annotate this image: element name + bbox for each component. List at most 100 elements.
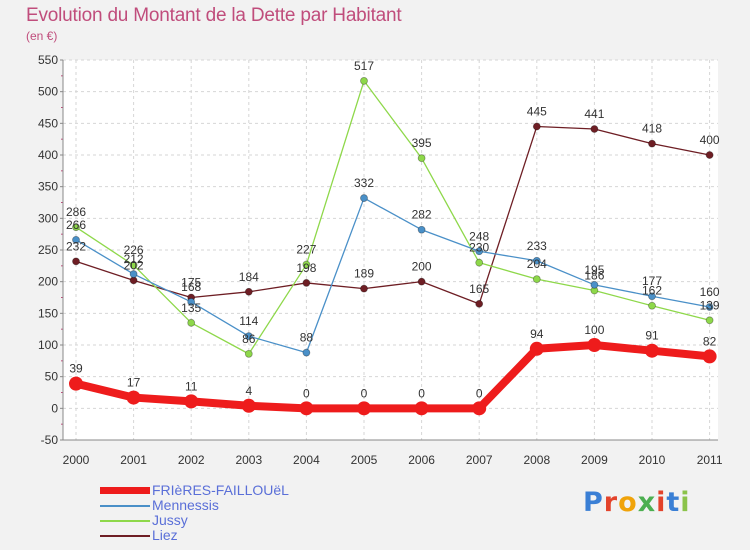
logo-letter: o bbox=[618, 487, 638, 518]
proxiti-logo: Proxiti bbox=[583, 487, 691, 518]
data-label: 266 bbox=[66, 218, 86, 232]
y-tick-label: 500 bbox=[38, 85, 58, 99]
legend-label-mennessis: Mennessis bbox=[152, 497, 219, 513]
data-point bbox=[299, 401, 314, 416]
y-tick-label: 250 bbox=[38, 243, 58, 257]
data-point bbox=[475, 247, 484, 256]
x-tick-label: 2006 bbox=[408, 453, 435, 467]
legend-swatch-jussy bbox=[100, 520, 150, 522]
y-tick-label: 50 bbox=[45, 370, 59, 384]
data-point bbox=[529, 341, 544, 356]
data-label: 114 bbox=[239, 314, 258, 328]
data-label: 0 bbox=[476, 386, 483, 400]
data-label: 441 bbox=[584, 107, 604, 121]
data-label: 230 bbox=[469, 241, 489, 255]
data-point bbox=[475, 299, 484, 308]
y-tick-label: 0 bbox=[51, 401, 58, 415]
data-label: 168 bbox=[181, 280, 201, 294]
y-tick-label: 450 bbox=[38, 116, 58, 130]
data-label: 17 bbox=[127, 376, 141, 390]
data-label: 88 bbox=[300, 331, 314, 345]
x-tick-label: 2007 bbox=[466, 453, 493, 467]
data-point bbox=[417, 154, 426, 163]
legend-label-frieres-faillouel: FRIèRES-FAILLOUëL bbox=[152, 482, 289, 498]
data-label: 94 bbox=[530, 327, 544, 341]
data-label: 91 bbox=[645, 329, 659, 343]
data-label: 227 bbox=[296, 243, 316, 257]
data-label: 135 bbox=[181, 301, 201, 315]
data-label: 100 bbox=[584, 323, 604, 337]
data-label: 82 bbox=[703, 334, 717, 348]
data-point bbox=[648, 301, 656, 310]
data-point bbox=[244, 332, 253, 341]
data-label: 248 bbox=[469, 229, 489, 243]
y-tick-label: 150 bbox=[38, 306, 58, 320]
data-point bbox=[705, 303, 714, 311]
y-tick-label: 200 bbox=[38, 275, 58, 289]
data-label: 0 bbox=[303, 386, 310, 400]
data-point bbox=[705, 316, 714, 325]
x-tick-label: 2004 bbox=[293, 453, 320, 467]
legend-label-jussy: Jussy bbox=[152, 512, 188, 528]
data-point bbox=[129, 261, 138, 270]
data-label: 139 bbox=[700, 298, 720, 312]
data-label: 160 bbox=[700, 285, 720, 299]
series-line-2 bbox=[75, 80, 711, 355]
data-point bbox=[360, 284, 368, 293]
data-point bbox=[532, 256, 541, 265]
legend-item-mennessis: Mennessis bbox=[100, 497, 320, 513]
data-label: 186 bbox=[584, 269, 604, 283]
data-point bbox=[360, 194, 368, 202]
data-point bbox=[417, 225, 426, 234]
x-tick-label: 2000 bbox=[63, 453, 90, 467]
data-point bbox=[129, 270, 138, 278]
chart-subtitle: (en €) bbox=[26, 29, 58, 43]
data-point bbox=[702, 349, 717, 364]
x-tick-label: 2008 bbox=[523, 453, 550, 467]
logo-letter: t bbox=[666, 487, 681, 518]
x-tick-label: 2003 bbox=[235, 453, 262, 467]
data-point bbox=[360, 77, 368, 85]
data-label: 233 bbox=[527, 239, 547, 253]
data-point bbox=[126, 390, 141, 405]
logo-letter: r bbox=[603, 487, 619, 518]
data-point bbox=[590, 125, 599, 133]
data-label: 4 bbox=[245, 384, 252, 398]
y-tick-label: -50 bbox=[41, 433, 59, 447]
data-label: 517 bbox=[354, 59, 374, 73]
data-label: 202 bbox=[124, 258, 144, 272]
series-line-1 bbox=[75, 197, 711, 354]
data-label: 86 bbox=[242, 332, 256, 346]
legend-item-liez: Liez bbox=[100, 527, 320, 543]
data-label: 162 bbox=[642, 284, 662, 298]
y-tick-label: 350 bbox=[38, 180, 58, 194]
legend: FRIèRES-FAILLOUëL Mennessis Jussy Liez bbox=[100, 482, 320, 543]
data-point bbox=[244, 349, 253, 358]
logo-letter: P bbox=[583, 487, 604, 518]
legend-item-frieres-faillouel: FRIèRES-FAILLOUëL bbox=[100, 482, 320, 498]
data-point bbox=[587, 338, 602, 352]
data-label: 212 bbox=[124, 252, 144, 266]
series-line-3 bbox=[75, 125, 711, 305]
data-label: 175 bbox=[181, 276, 201, 290]
legend-item-jussy: Jussy bbox=[100, 512, 320, 528]
data-label: 204 bbox=[527, 257, 547, 271]
data-label: 39 bbox=[69, 362, 83, 376]
data-label: 200 bbox=[412, 260, 432, 274]
data-label: 400 bbox=[700, 133, 720, 147]
data-label: 226 bbox=[124, 243, 144, 257]
data-label: 395 bbox=[412, 136, 432, 150]
data-point bbox=[72, 235, 80, 244]
data-point bbox=[187, 318, 196, 327]
data-label: 0 bbox=[361, 386, 368, 400]
data-point bbox=[532, 122, 541, 131]
data-label: 177 bbox=[642, 274, 662, 288]
x-tick-label: 2011 bbox=[697, 453, 723, 467]
data-point bbox=[72, 223, 80, 232]
data-point bbox=[532, 275, 541, 284]
data-point bbox=[244, 287, 253, 296]
data-label: 418 bbox=[642, 122, 662, 136]
x-tick-label: 2010 bbox=[639, 453, 666, 467]
